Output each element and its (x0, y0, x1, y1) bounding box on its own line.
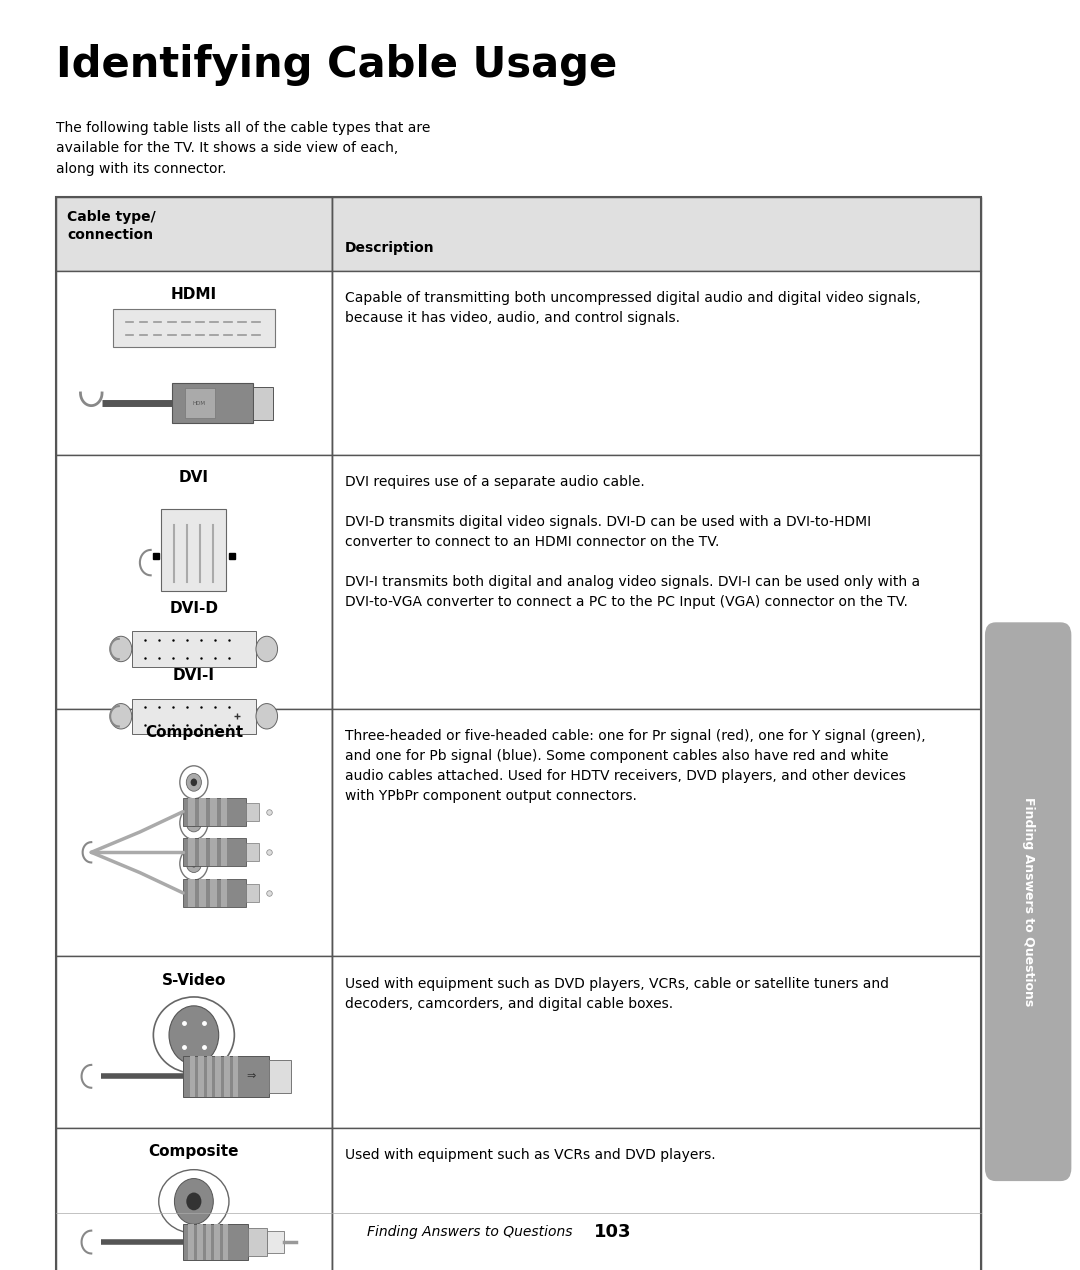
FancyBboxPatch shape (220, 838, 228, 866)
FancyBboxPatch shape (183, 798, 246, 826)
Circle shape (190, 779, 197, 786)
FancyBboxPatch shape (183, 1224, 247, 1260)
Text: S-Video: S-Video (162, 973, 226, 988)
FancyBboxPatch shape (188, 1224, 194, 1260)
FancyBboxPatch shape (246, 884, 259, 902)
FancyBboxPatch shape (332, 709, 981, 956)
FancyBboxPatch shape (199, 1057, 204, 1097)
Circle shape (256, 636, 278, 662)
FancyBboxPatch shape (199, 798, 205, 826)
Circle shape (186, 855, 201, 872)
FancyBboxPatch shape (132, 698, 256, 734)
Circle shape (190, 860, 197, 867)
FancyBboxPatch shape (186, 387, 215, 418)
Circle shape (256, 704, 278, 729)
FancyBboxPatch shape (162, 509, 227, 591)
FancyBboxPatch shape (190, 1057, 194, 1097)
FancyBboxPatch shape (132, 631, 256, 667)
Text: Used with equipment such as VCRs and DVD players.: Used with equipment such as VCRs and DVD… (345, 1148, 715, 1162)
Text: DVI-D: DVI-D (170, 601, 218, 616)
FancyBboxPatch shape (233, 1057, 239, 1097)
FancyBboxPatch shape (113, 309, 274, 347)
FancyBboxPatch shape (188, 798, 194, 826)
Text: Used with equipment such as DVD players, VCRs, cable or satellite tuners and
dec: Used with equipment such as DVD players,… (345, 977, 889, 1011)
FancyBboxPatch shape (183, 1057, 270, 1097)
Text: Finding Answers to Questions: Finding Answers to Questions (1022, 798, 1035, 1006)
Circle shape (179, 847, 207, 880)
FancyBboxPatch shape (56, 271, 332, 455)
Circle shape (186, 814, 201, 832)
FancyBboxPatch shape (332, 455, 981, 709)
Ellipse shape (159, 1170, 229, 1233)
Circle shape (168, 1006, 218, 1064)
Text: Component: Component (145, 725, 243, 740)
FancyBboxPatch shape (210, 798, 216, 826)
FancyBboxPatch shape (210, 879, 216, 907)
FancyBboxPatch shape (197, 1224, 203, 1260)
Text: Composite: Composite (149, 1144, 239, 1160)
FancyBboxPatch shape (247, 1228, 267, 1256)
FancyBboxPatch shape (56, 709, 332, 956)
Text: HDMI: HDMI (171, 287, 217, 302)
FancyBboxPatch shape (205, 1224, 212, 1260)
Text: DVI: DVI (179, 470, 208, 485)
FancyBboxPatch shape (220, 798, 228, 826)
Text: 103: 103 (594, 1223, 632, 1241)
Text: Capable of transmitting both uncompressed digital audio and digital video signal: Capable of transmitting both uncompresse… (345, 291, 920, 325)
Circle shape (110, 704, 132, 729)
FancyBboxPatch shape (183, 879, 246, 907)
FancyBboxPatch shape (332, 956, 981, 1128)
FancyBboxPatch shape (214, 1224, 220, 1260)
FancyBboxPatch shape (183, 838, 246, 866)
Text: Description: Description (345, 241, 434, 255)
Circle shape (110, 636, 132, 662)
FancyBboxPatch shape (332, 1128, 981, 1270)
FancyBboxPatch shape (173, 382, 253, 423)
FancyBboxPatch shape (222, 1224, 229, 1260)
Text: The following table lists all of the cable types that are
available for the TV. : The following table lists all of the cab… (56, 121, 431, 175)
Text: Finding Answers to Questions: Finding Answers to Questions (367, 1224, 572, 1240)
FancyBboxPatch shape (268, 1231, 283, 1253)
Circle shape (186, 1193, 201, 1210)
FancyBboxPatch shape (253, 386, 272, 419)
Text: DVI-I: DVI-I (173, 668, 215, 683)
FancyBboxPatch shape (210, 838, 216, 866)
Text: Cable type/
connection: Cable type/ connection (67, 210, 156, 243)
Text: Three-headed or five-headed cable: one for Pr signal (red), one for Y signal (gr: Three-headed or five-headed cable: one f… (345, 729, 926, 803)
FancyBboxPatch shape (985, 622, 1071, 1181)
FancyBboxPatch shape (225, 1057, 229, 1097)
Circle shape (186, 773, 201, 791)
FancyBboxPatch shape (332, 197, 981, 271)
Circle shape (179, 806, 207, 839)
FancyBboxPatch shape (246, 843, 259, 861)
Text: DVI requires use of a separate audio cable.

DVI-D transmits digital video signa: DVI requires use of a separate audio cab… (345, 475, 920, 610)
FancyBboxPatch shape (270, 1060, 292, 1093)
Text: Identifying Cable Usage: Identifying Cable Usage (56, 44, 618, 86)
FancyBboxPatch shape (56, 197, 332, 271)
FancyBboxPatch shape (199, 838, 205, 866)
Ellipse shape (153, 997, 234, 1073)
FancyBboxPatch shape (207, 1057, 212, 1097)
FancyBboxPatch shape (220, 879, 228, 907)
Circle shape (190, 819, 197, 827)
FancyBboxPatch shape (56, 956, 332, 1128)
FancyBboxPatch shape (215, 1057, 220, 1097)
FancyBboxPatch shape (332, 271, 981, 455)
Text: HDM: HDM (192, 400, 206, 405)
FancyBboxPatch shape (188, 879, 194, 907)
FancyBboxPatch shape (199, 879, 205, 907)
FancyBboxPatch shape (56, 1128, 332, 1270)
Circle shape (175, 1179, 213, 1224)
Text: ⇒: ⇒ (246, 1072, 256, 1081)
FancyBboxPatch shape (188, 838, 194, 866)
FancyBboxPatch shape (56, 455, 332, 709)
FancyBboxPatch shape (246, 803, 259, 820)
Circle shape (179, 766, 207, 799)
